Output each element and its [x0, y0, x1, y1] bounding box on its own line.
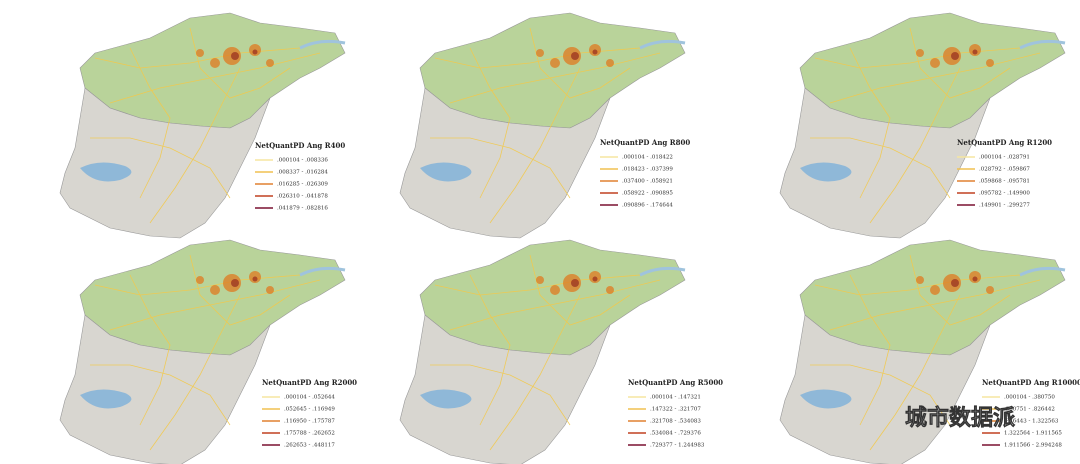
legend-item: .826443 - 1.322563 [1004, 419, 1059, 425]
map-panel: NetQuantPD Ang R400 .000104 - .008336 .008… [58, 11, 347, 240]
map-panel: NetQuantPD Ang R2000 .000104 - .052644 .05… [58, 238, 357, 464]
legend-item: .058922 - .090895 [622, 191, 673, 197]
legend-item: .052645 - .116949 [284, 407, 335, 413]
legend-item: .028792 - .059867 [979, 167, 1030, 173]
legend-title: NetQuantPD Ang R5000 [628, 378, 723, 387]
map-panel: NetQuantPD Ang R5000 .000104 - .147321 .14… [398, 238, 723, 464]
legend-item: .000104 - .008336 [277, 158, 328, 164]
legend-item: .321708 - .534083 [650, 419, 701, 425]
legend-item: .116950 - .175787 [284, 419, 335, 425]
legend-title: NetQuantPD Ang R800 [600, 138, 690, 147]
map-panel: NetQuantPD Ang R800 .000104 - .018422 .018… [398, 11, 690, 240]
legend-item: .147322 - .321707 [650, 407, 701, 413]
legend-item: .149901 - .299277 [979, 203, 1030, 209]
legend-item: .090896 - .174644 [622, 203, 673, 209]
legend-item: .729377 - 1.244983 [650, 443, 705, 449]
legend-item: .262653 - .448117 [284, 443, 335, 449]
legend-title: NetQuantPD Ang R10000 [982, 378, 1080, 387]
map [58, 11, 347, 240]
legend-item: .000104 - .147321 [650, 395, 701, 401]
legend-item: .026310 - .041878 [277, 194, 328, 200]
legend-item: .000104 - .018422 [622, 155, 673, 161]
legend-item: .008337 - .016284 [277, 170, 328, 176]
map-panel: NetQuantPD Ang R1200 .000104 - .028791 .02… [778, 11, 1067, 240]
legend-item: .000104 - .380750 [1004, 395, 1055, 401]
legend-item: .037400 - .058921 [622, 179, 673, 185]
map-panel: NetQuantPD Ang R10000 .000104 - .380750 .3… [778, 238, 1080, 464]
legend-item: 1.911566 - 2.994248 [1004, 443, 1062, 449]
legend-title: NetQuantPD Ang R400 [255, 141, 345, 150]
legend-item: .018423 - .037399 [622, 167, 673, 173]
legend-item: .095782 - .149900 [979, 191, 1030, 197]
legend-title: NetQuantPD Ang R2000 [262, 378, 357, 387]
legend-item: .175788 - .262652 [284, 431, 335, 437]
watermark: 城市数据派 [905, 405, 1015, 431]
legend-item: .380751 - .826442 [1004, 407, 1055, 413]
legend-item: .059868 - .095781 [979, 179, 1030, 185]
legend-item: 1.322564 - 1.911565 [1004, 431, 1062, 437]
legend-item: .534084 - .729376 [650, 431, 701, 437]
legend-title: NetQuantPD Ang R1200 [957, 138, 1052, 147]
legend-item: .041879 - .082816 [277, 206, 328, 212]
legend-item: .016285 - .026309 [277, 182, 328, 188]
legend-item: .000104 - .028791 [979, 155, 1030, 161]
legend-item: .000104 - .052644 [284, 395, 335, 401]
map [398, 238, 687, 464]
